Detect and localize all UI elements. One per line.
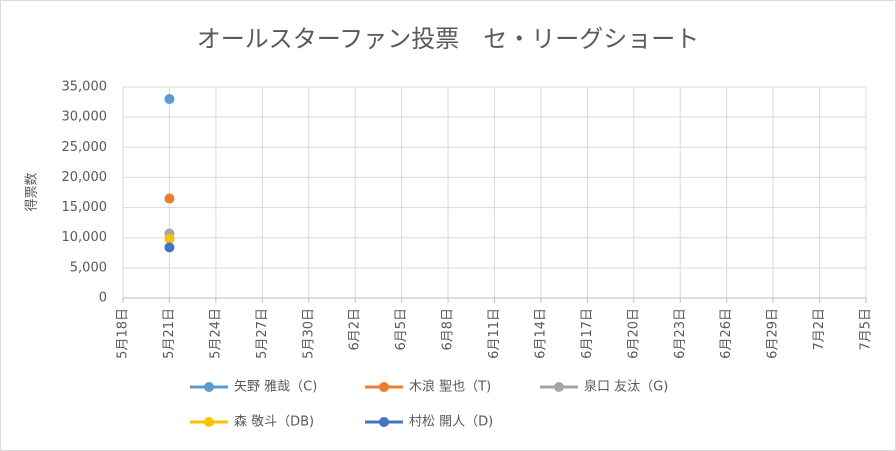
y-tick-label: 0 [99, 291, 107, 306]
y-axis-label: 得票数 [24, 172, 40, 211]
legend-label: 矢野 雅哉（C) [234, 380, 317, 395]
x-tick-label: 6月23日 [673, 308, 688, 359]
x-tick-label: 5月18日 [116, 308, 131, 359]
data-point [164, 233, 175, 244]
chart-title: オールスターファン投票 セ・リーグショート [197, 25, 700, 53]
x-tick-label: 5月21日 [162, 308, 177, 359]
legend-marker [554, 382, 564, 392]
data-point [164, 94, 175, 105]
x-tick-label: 7月5日 [859, 308, 874, 351]
legend-marker [204, 382, 214, 392]
y-tick-label: 15,000 [62, 200, 108, 215]
x-tick-label: 5月30日 [301, 308, 316, 359]
x-tick-label: 7月2日 [812, 308, 827, 351]
x-tick-label: 6月20日 [626, 308, 641, 359]
x-tick-label: 6月29日 [766, 308, 781, 359]
y-tick-label: 35,000 [62, 80, 108, 95]
legend-marker [379, 417, 389, 427]
y-tick-label: 10,000 [62, 230, 108, 245]
legend-label: 森 敬斗（DB) [234, 414, 314, 430]
x-tick-label: 5月27日 [255, 308, 270, 359]
x-tick-label: 6月5日 [394, 308, 409, 351]
y-tick-label: 25,000 [62, 140, 108, 155]
x-tick-label: 6月26日 [719, 308, 734, 359]
y-tick-label: 30,000 [62, 110, 108, 125]
data-point [164, 193, 175, 204]
data-point [164, 242, 175, 253]
legend-label: 村松 開人（D) [409, 415, 493, 430]
y-tick-label: 5,000 [70, 260, 107, 275]
legend-label: 木浪 聖也（T) [409, 380, 491, 395]
legend-marker [204, 417, 214, 427]
x-tick-label: 6月17日 [580, 308, 595, 359]
x-tick-label: 6月14日 [533, 308, 548, 359]
legend-label: 泉口 友汰（G) [584, 379, 668, 395]
y-tick-label: 20,000 [62, 170, 108, 185]
x-tick-label: 6月2日 [348, 308, 363, 351]
x-tick-label: 6月8日 [441, 308, 456, 351]
x-tick-label: 6月11日 [487, 308, 502, 359]
x-tick-label: 5月24日 [208, 308, 223, 359]
legend-marker [379, 382, 389, 392]
